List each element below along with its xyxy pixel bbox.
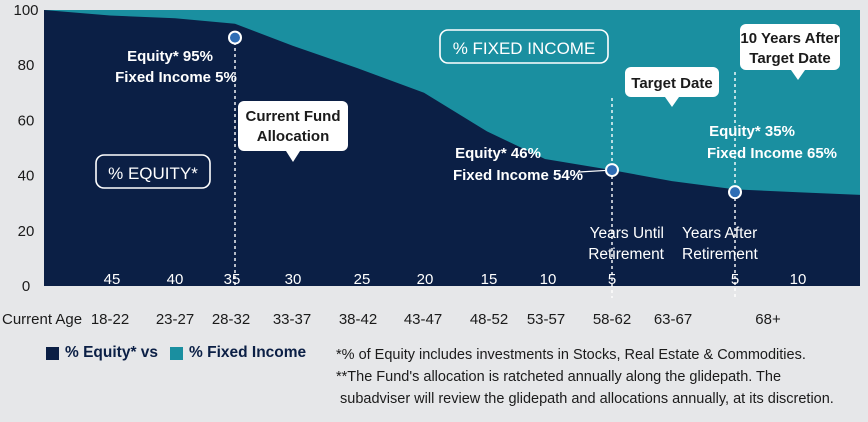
years-until-retirement-label: 35 <box>224 271 241 288</box>
years-after-retirement-label: 10 <box>790 271 807 288</box>
callout-title: 10 Years After <box>740 30 839 47</box>
callout-marker <box>605 163 619 178</box>
years-until-retirement-caption: Years Until <box>590 225 664 242</box>
y-tick-label: 60 <box>18 112 35 129</box>
y-tick-label: 80 <box>18 57 35 74</box>
x-axis-label: Current Age <box>2 311 82 328</box>
area-equity <box>44 10 860 286</box>
x-tick-label: 33-37 <box>273 311 311 328</box>
callout-equity-text: Equity* 46% <box>455 145 541 162</box>
equity-region-box <box>95 154 211 189</box>
years-until-retirement-label: 10 <box>540 271 557 288</box>
footnote-2: **The Fund's allocation is ratcheted ann… <box>336 369 782 385</box>
x-tick-label: 28-32 <box>212 311 250 328</box>
y-tick-label: 20 <box>18 223 35 240</box>
x-tick-label: 23-27 <box>156 311 194 328</box>
x-tick-label: 53-57 <box>527 311 565 328</box>
footnote-1: *% of Equity includes investments in Sto… <box>336 347 806 363</box>
callout-title: Allocation <box>257 128 330 145</box>
callout-box <box>238 101 348 151</box>
legend-swatch-equity <box>46 346 59 360</box>
glidepath-chart: 02040608010045403530252015105510Current … <box>2 2 860 328</box>
legend-label-equity: % Equity* vs <box>65 344 159 361</box>
callout-fixed-income-text: Fixed Income 5% <box>115 69 237 86</box>
years-until-retirement-label: 45 <box>104 271 121 288</box>
footnotes: *% of Equity includes investments in Sto… <box>336 344 866 410</box>
years-until-retirement-label: 30 <box>285 271 302 288</box>
years-until-retirement-label: 20 <box>417 271 434 288</box>
callout-marker <box>228 30 242 45</box>
legend-swatch-fixed-income <box>170 346 184 360</box>
callout-marker <box>728 185 742 200</box>
years-after-retirement-caption: Retirement <box>682 246 758 263</box>
x-tick-label: 38-42 <box>339 311 377 328</box>
callout-box <box>625 67 719 97</box>
x-tick-label: 63-67 <box>654 311 692 328</box>
years-until-retirement-label: 15 <box>481 271 498 288</box>
callout-fixed-income-text: Fixed Income 54% <box>453 167 583 184</box>
y-tick-label: 40 <box>18 168 35 185</box>
callout-title: Target Date <box>631 75 712 92</box>
equity-region-label: % EQUITY* <box>108 164 198 183</box>
years-until-retirement-label: 40 <box>167 271 184 288</box>
footnote-3: subadviser will review the glidepath and… <box>336 391 834 407</box>
years-until-retirement-caption: Retirement <box>588 246 664 263</box>
callout-equity-text: Equity* 95% <box>127 48 213 65</box>
fixed-income-region-label: % FIXED INCOME <box>453 39 596 58</box>
callout-box <box>740 24 840 70</box>
x-tick-label: 68+ <box>755 311 781 328</box>
x-tick-label: 43-47 <box>404 311 442 328</box>
callout-equity-text: Equity* 35% <box>709 123 795 140</box>
y-tick-label: 0 <box>22 278 30 295</box>
years-after-retirement-caption: Years After <box>682 225 757 242</box>
x-tick-label: 48-52 <box>470 311 508 328</box>
callout-pointer <box>665 97 679 107</box>
legend-label-fixed-income: % Fixed Income <box>189 344 307 361</box>
fixed-income-region-box <box>439 29 609 64</box>
legend: % Equity* vs % Fixed Income <box>46 344 306 362</box>
callout-title: Target Date <box>749 50 830 67</box>
callout-pointer <box>791 70 805 80</box>
x-tick-label: 18-22 <box>91 311 129 328</box>
callout-pointer <box>286 151 300 162</box>
years-until-retirement-label: 25 <box>354 271 371 288</box>
callout-title: Current Fund <box>246 108 341 125</box>
years-after-retirement-label: 5 <box>731 271 739 288</box>
x-tick-label: 58-62 <box>593 311 631 328</box>
y-tick-label: 100 <box>13 2 38 19</box>
callout-fixed-income-text: Fixed Income 65% <box>707 145 837 162</box>
